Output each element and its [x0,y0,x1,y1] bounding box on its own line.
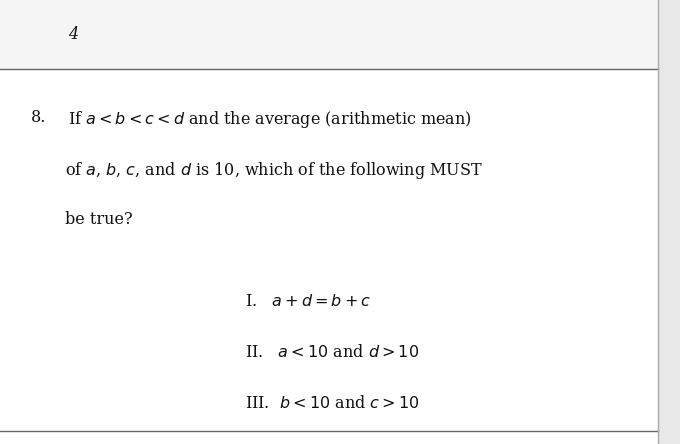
Text: be true?: be true? [65,211,132,228]
Text: 8.: 8. [31,109,46,126]
Text: II.   $a < 10$ and $d > 10$: II. $a < 10$ and $d > 10$ [245,344,419,361]
Text: III.  $b < 10$ and $c > 10$: III. $b < 10$ and $c > 10$ [245,395,419,412]
Text: If $a < b < c < d$ and the average (arithmetic mean): If $a < b < c < d$ and the average (arit… [68,109,472,130]
Text: of $a$, $b$, $c$, and $d$ is 10, which of the following MUST: of $a$, $b$, $c$, and $d$ is 10, which o… [65,160,483,181]
Text: I.   $a + d = b + c$: I. $a + d = b + c$ [245,293,371,310]
FancyBboxPatch shape [0,0,658,69]
FancyBboxPatch shape [658,0,680,444]
FancyBboxPatch shape [0,69,658,444]
Text: 4: 4 [68,26,78,43]
